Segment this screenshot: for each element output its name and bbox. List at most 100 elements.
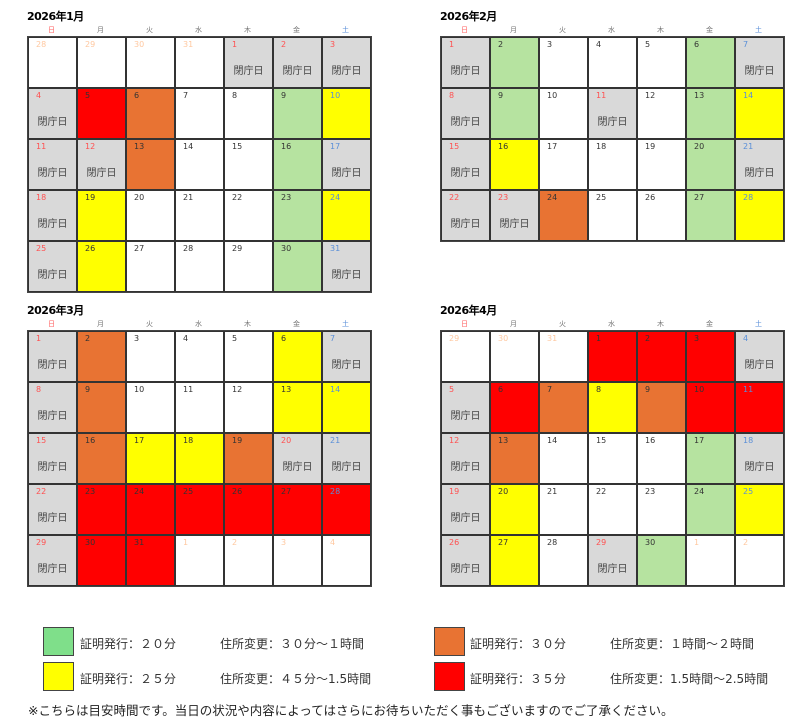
day-cell: 30: [77, 535, 126, 586]
day-cell: 26: [637, 190, 686, 241]
day-number: 2: [232, 538, 238, 547]
day-number: 15: [36, 436, 47, 445]
day-number: 25: [36, 244, 47, 253]
day-cell: 3: [273, 535, 322, 586]
day-cell: 2: [490, 37, 539, 88]
day-cell: 30: [637, 535, 686, 586]
day-cell: 10: [686, 382, 735, 433]
closed-day-label: 閉庁日: [37, 411, 68, 422]
day-cell: 10: [126, 382, 175, 433]
day-number: 26: [85, 244, 96, 253]
day-number: 25: [743, 487, 754, 496]
day-number: 7: [743, 40, 749, 49]
weekday-label: 火: [146, 26, 153, 34]
day-cell: 17: [126, 433, 175, 484]
closed-day-label: 閉庁日: [744, 360, 775, 371]
day-cell: 26 閉庁日: [441, 535, 490, 586]
day-cell: 19 閉庁日: [441, 484, 490, 535]
weekday-label: 金: [293, 320, 300, 328]
weekday-label: 日: [48, 26, 55, 34]
day-number: 16: [281, 142, 292, 151]
weekday-label: 木: [244, 26, 251, 34]
day-cell: 31: [175, 37, 224, 88]
day-cell: 12: [637, 88, 686, 139]
day-cell: 12 閉庁日: [441, 433, 490, 484]
closed-day-label: 閉庁日: [37, 360, 68, 371]
day-number: 9: [498, 91, 504, 100]
day-number: 19: [645, 142, 656, 151]
day-number: 27: [134, 244, 145, 253]
calendar-february: 2026年2月日月火水木金土 1 閉庁日 2 3 4 5 6 7 閉庁日 8 閉庁日 9 10 11 閉庁日 1…: [440, 11, 785, 242]
day-number: 13: [498, 436, 509, 445]
closed-day-label: 閉庁日: [450, 66, 481, 77]
weekday-label: 金: [706, 320, 713, 328]
day-cell: 4: [322, 535, 371, 586]
day-cell: 20: [686, 139, 735, 190]
weekday-label: 木: [657, 320, 664, 328]
closed-day-label: 閉庁日: [282, 462, 313, 473]
day-cell: 25: [588, 190, 637, 241]
day-cell: 13: [126, 139, 175, 190]
day-number: 8: [232, 91, 238, 100]
closed-day-label: 閉庁日: [597, 117, 628, 128]
closed-day-label: 閉庁日: [37, 564, 68, 575]
day-number: 8: [36, 385, 42, 394]
weekday-label: 火: [559, 26, 566, 34]
day-cell: 22: [588, 484, 637, 535]
closed-day-label: 閉庁日: [744, 66, 775, 77]
day-cell: 16: [637, 433, 686, 484]
day-number: 25: [183, 487, 194, 496]
day-cell: 12 閉庁日: [77, 139, 126, 190]
day-cell: 29: [77, 37, 126, 88]
day-number: 16: [85, 436, 96, 445]
day-cell: 1: [686, 535, 735, 586]
day-number: 20: [694, 142, 705, 151]
day-cell: 9: [77, 382, 126, 433]
day-number: 11: [36, 142, 47, 151]
day-cell: 25: [175, 484, 224, 535]
day-number: 12: [645, 91, 656, 100]
day-number: 21: [547, 487, 558, 496]
legend-swatch-yellow: [43, 662, 74, 691]
day-number: 29: [85, 40, 96, 49]
day-number: 21: [330, 436, 341, 445]
day-cell: 1: [588, 331, 637, 382]
calendar-title: 2026年1月: [27, 10, 84, 23]
closed-day-label: 閉庁日: [450, 462, 481, 473]
closed-day-label: 閉庁日: [331, 360, 362, 371]
weekday-label: 木: [657, 26, 664, 34]
weekday-label: 木: [244, 320, 251, 328]
footnote: ※こちらは目安時間です。当日の状況や内容によってはさらにお待ちいただく事もござい…: [28, 703, 674, 718]
day-number: 23: [498, 193, 509, 202]
day-number: 12: [449, 436, 460, 445]
closed-day-label: 閉庁日: [450, 219, 481, 230]
day-number: 31: [330, 244, 341, 253]
day-cell: 2: [224, 535, 273, 586]
day-cell: 6: [490, 382, 539, 433]
day-number: 21: [183, 193, 194, 202]
day-number: 27: [281, 487, 292, 496]
day-number: 12: [85, 142, 96, 151]
day-cell: 24: [686, 484, 735, 535]
calendar-march: 2026年3月日月火水木金土 1 閉庁日 2 3 4 5 6 7 閉庁日 8 閉庁日 9 10 11 12 13…: [27, 305, 372, 587]
legend-swatch-orange: [434, 627, 465, 656]
day-number: 28: [330, 487, 341, 496]
day-number: 10: [547, 91, 558, 100]
legend-address-green: 住所変更：３０分～１時間: [220, 637, 365, 651]
legend-swatch-green: [43, 627, 74, 656]
legend-address-orange: 住所変更：１時間～２時間: [610, 637, 755, 651]
day-cell: 28: [735, 190, 784, 241]
day-cell: 17 閉庁日: [322, 139, 371, 190]
day-cell: 19: [224, 433, 273, 484]
weekday-label: 土: [342, 320, 349, 328]
day-cell: 15 閉庁日: [28, 433, 77, 484]
weekday-header: 日月火水木金土: [440, 320, 783, 329]
day-cell: 28: [322, 484, 371, 535]
day-cell: 5: [637, 37, 686, 88]
day-cell: 31: [539, 331, 588, 382]
day-cell: 1 閉庁日: [28, 331, 77, 382]
weekday-label: 金: [293, 26, 300, 34]
day-cell: 21 閉庁日: [322, 433, 371, 484]
weekday-label: 月: [510, 320, 517, 328]
day-number: 14: [743, 91, 754, 100]
